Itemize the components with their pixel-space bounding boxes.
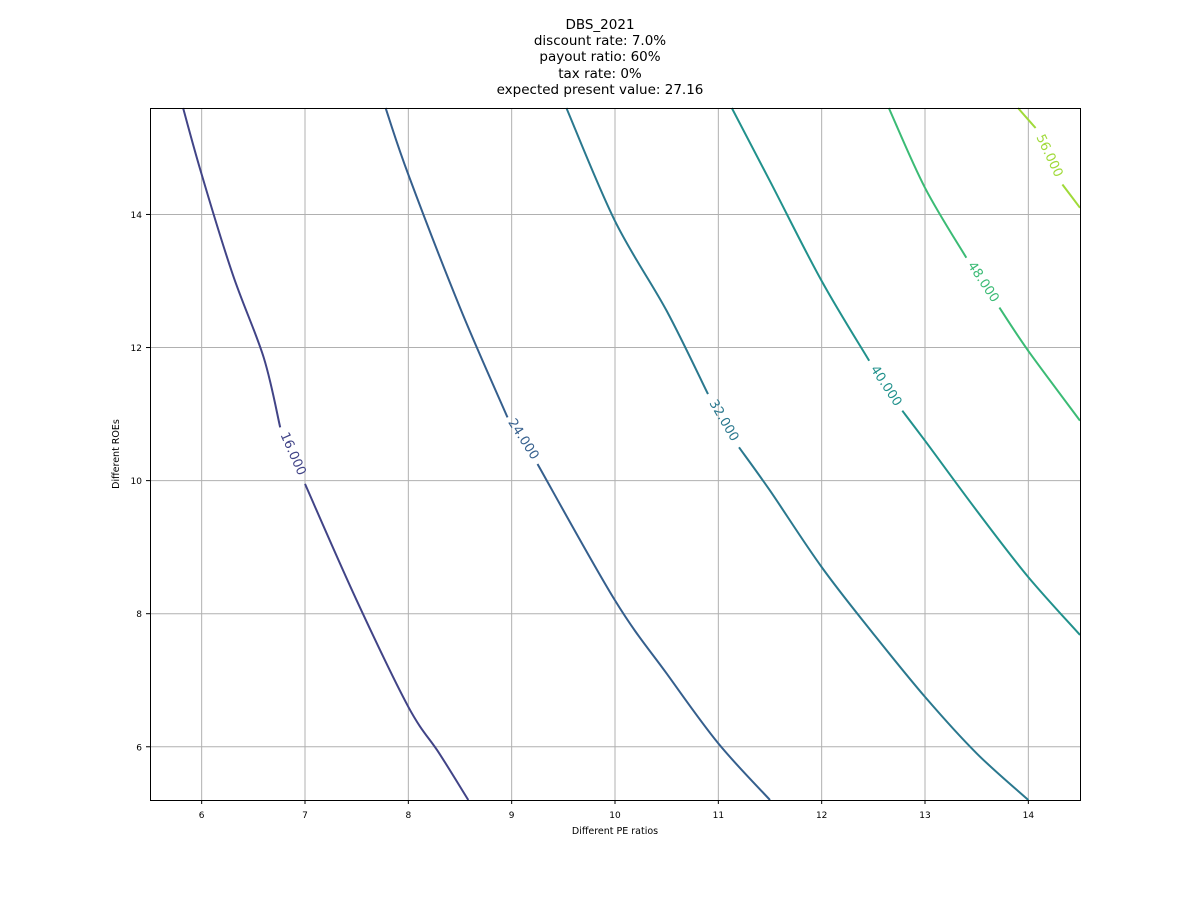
contour-line-48 [998,307,1081,422]
x-tick-label: 12 [816,811,827,821]
axis-ticks: 6 7 8 9 10 11 12 13 14 6 8 10 12 14 [131,211,1035,821]
contour-line-40 [730,107,871,362]
x-tick-label: 10 [609,811,621,821]
contour-line-32 [738,446,1029,801]
contour-line-40 [901,410,1081,636]
contour-line-16 [304,483,470,801]
y-axis-label: Different ROEs [111,419,122,489]
contour-lines [182,107,1081,801]
subtitle-expected-value: expected present value: 27.16 [497,82,704,98]
subtitle-tax-rate: tax rate: 0% [558,66,642,82]
contour-line-24 [384,107,509,418]
subtitle-discount-rate: discount rate: 7.0% [534,33,666,49]
title-line: DBS_2021 [565,17,634,33]
x-tick-label: 9 [509,811,515,821]
x-tick-label: 11 [713,811,724,821]
contour-line-24 [536,463,771,801]
y-tick-label: 8 [136,610,142,620]
x-tick-label: 6 [199,811,205,821]
chart-title: DBS_2021 discount rate: 7.0% payout rati… [497,17,704,98]
y-tick-label: 12 [131,344,142,354]
y-tick-label: 6 [136,743,142,753]
x-tick-label: 14 [1023,811,1035,821]
contour-line-16 [182,107,282,428]
subtitle-payout-ratio: payout ratio: 60% [539,49,660,65]
x-tick-label: 8 [405,811,411,821]
y-tick-label: 14 [131,211,143,221]
contour-line-48 [887,107,968,259]
x-tick-label: 7 [302,811,308,821]
contour-line-56 [1017,107,1037,129]
y-tick-label: 10 [131,477,143,487]
x-tick-label: 13 [919,811,930,821]
contour-line-32 [565,107,709,395]
x-axis-label: Different PE ratios [572,826,658,837]
contour-line-56 [1061,183,1081,209]
